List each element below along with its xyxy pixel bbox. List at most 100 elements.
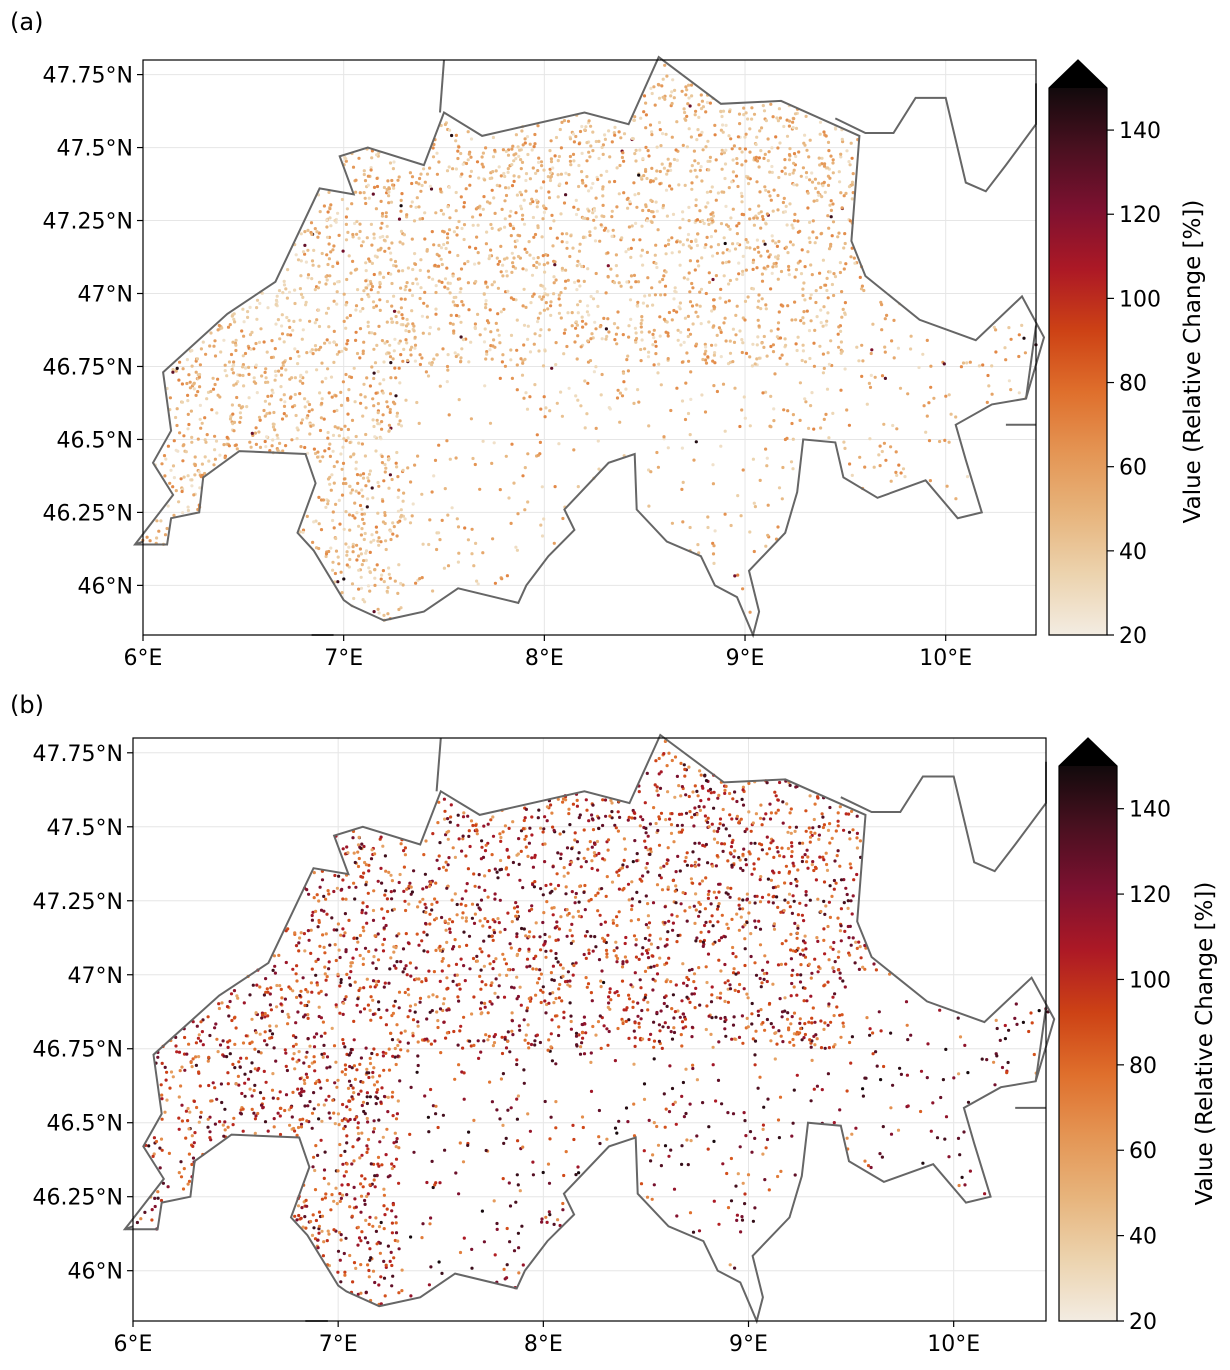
data-point <box>387 194 390 197</box>
data-point <box>400 313 403 316</box>
data-point <box>367 584 370 587</box>
data-point <box>844 301 847 304</box>
data-point <box>598 958 601 961</box>
data-point <box>371 262 374 265</box>
data-point <box>643 294 646 297</box>
data-point <box>462 1160 465 1163</box>
data-point <box>198 1033 201 1036</box>
data-point <box>383 926 386 929</box>
colorbar-tick-label: 60 <box>1119 456 1147 481</box>
data-point <box>344 542 347 545</box>
data-point <box>825 289 828 292</box>
data-point <box>265 1081 268 1084</box>
data-point <box>474 247 477 250</box>
data-point <box>411 890 414 893</box>
data-point <box>470 552 473 555</box>
data-point <box>713 1200 716 1203</box>
data-point <box>299 274 302 277</box>
data-point <box>382 917 385 920</box>
data-point <box>450 134 453 137</box>
data-point <box>770 165 773 168</box>
data-point <box>378 271 381 274</box>
data-point <box>382 391 385 394</box>
data-point <box>146 536 149 539</box>
data-point <box>729 1263 732 1266</box>
data-point <box>715 274 718 277</box>
data-point <box>332 434 335 437</box>
data-point <box>296 426 299 429</box>
data-point <box>851 828 854 831</box>
data-point <box>546 1221 549 1224</box>
data-point <box>803 144 806 147</box>
data-point <box>733 341 736 344</box>
data-point <box>748 127 751 130</box>
data-point <box>510 148 513 151</box>
data-point <box>881 450 884 453</box>
data-point <box>679 264 682 267</box>
data-point <box>844 887 847 890</box>
data-point <box>258 341 261 344</box>
data-point <box>607 838 610 841</box>
data-point <box>335 928 338 931</box>
data-point <box>468 153 471 156</box>
data-point <box>694 113 697 116</box>
data-point <box>634 341 637 344</box>
data-point <box>756 306 759 309</box>
data-point <box>561 801 564 804</box>
data-point <box>632 181 635 184</box>
data-point <box>155 519 158 522</box>
data-point <box>360 298 363 301</box>
data-point <box>322 1056 325 1059</box>
data-point <box>649 123 652 126</box>
data-point <box>601 337 604 340</box>
data-point <box>551 1059 554 1062</box>
data-point <box>581 326 584 329</box>
data-point <box>541 217 544 220</box>
data-point <box>606 317 609 320</box>
data-point <box>713 830 716 833</box>
data-point <box>254 432 257 435</box>
data-point <box>686 278 689 281</box>
data-point <box>846 1137 849 1140</box>
data-point <box>447 353 450 356</box>
data-point <box>494 1253 497 1256</box>
data-point <box>177 379 180 382</box>
data-point <box>278 289 281 292</box>
data-point <box>344 373 347 376</box>
data-point <box>406 318 409 321</box>
data-point <box>301 418 304 421</box>
data-point <box>767 504 770 507</box>
data-point <box>297 1214 300 1217</box>
data-point <box>523 1018 526 1021</box>
data-point <box>384 539 387 542</box>
data-point <box>587 189 590 192</box>
data-point <box>467 538 470 541</box>
data-point <box>717 794 720 797</box>
data-point <box>361 495 364 498</box>
data-point <box>684 418 687 421</box>
data-point <box>479 333 482 336</box>
data-point <box>334 943 337 946</box>
data-point <box>799 381 802 384</box>
data-point <box>423 237 426 240</box>
data-point <box>237 1075 240 1078</box>
data-point <box>737 262 740 265</box>
data-point <box>643 94 646 97</box>
data-point <box>733 1037 736 1040</box>
data-point <box>577 185 580 188</box>
data-point <box>920 1070 923 1073</box>
data-point <box>404 399 407 402</box>
data-point <box>281 313 284 316</box>
data-point <box>697 264 700 267</box>
data-point <box>440 281 443 284</box>
data-point <box>740 338 743 341</box>
data-point <box>804 265 807 268</box>
data-point <box>798 1022 801 1025</box>
data-point <box>590 859 593 862</box>
data-point <box>658 97 661 100</box>
data-point <box>690 135 693 138</box>
data-point <box>736 162 739 165</box>
data-point <box>522 1068 525 1071</box>
data-point <box>400 230 403 233</box>
data-point <box>838 180 841 183</box>
